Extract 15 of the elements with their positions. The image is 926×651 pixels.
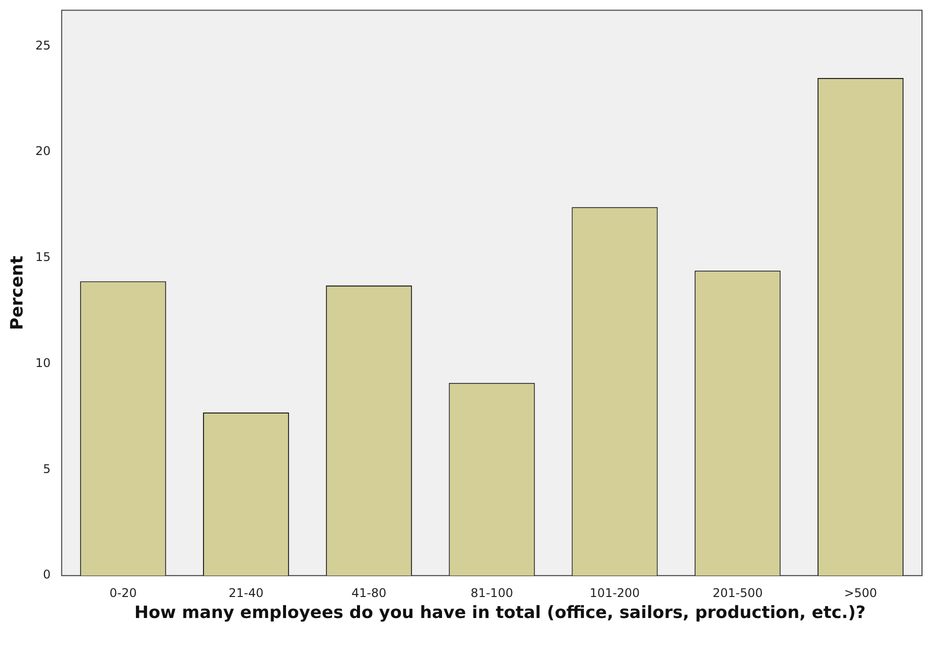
y-tick-label: 0 [43,568,51,582]
y-tick-label: 10 [35,356,51,370]
x-tick-label: 41-80 [351,586,386,600]
x-tick-label: >500 [844,586,878,600]
y-tick-label: 20 [35,144,51,158]
x-tick-label: 21-40 [228,586,264,600]
x-tick-label: 0-20 [110,586,137,600]
x-tick-label: 201-500 [712,586,763,600]
y-tick-label: 25 [35,38,51,52]
y-axis-title: Percent [8,256,28,330]
y-tick-label: 5 [43,462,51,476]
x-tick-label: 81-100 [470,586,514,600]
x-axis-title: How many employees do you have in total (office, sailors, production, etc.)? [133,603,867,623]
y-tick-label: 15 [35,250,51,264]
x-tick-label: 101-200 [590,586,640,600]
